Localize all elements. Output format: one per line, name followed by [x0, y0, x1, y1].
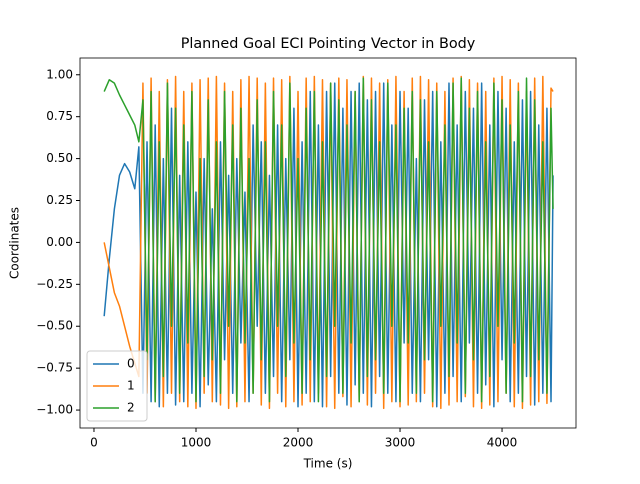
- y-tick-label: −0.25: [36, 277, 73, 291]
- x-axis-label: Time (s): [303, 457, 353, 471]
- y-tick-label: 0.00: [46, 235, 73, 249]
- y-tick-label: −0.50: [36, 319, 73, 333]
- y-tick-label: −1.00: [36, 403, 73, 417]
- x-tick-label: 2000: [283, 436, 314, 450]
- y-tick-label: 0.25: [46, 193, 73, 207]
- axes-frame: [79, 57, 577, 429]
- y-tick-label: 0.75: [46, 109, 73, 123]
- x-tick-label: 0: [90, 436, 98, 450]
- x-tick-label: 3000: [385, 436, 416, 450]
- y-tick-label: 0.50: [46, 151, 73, 165]
- x-tick-label: 4000: [487, 436, 518, 450]
- y-tick-label: −0.75: [36, 361, 73, 375]
- series-line: [103, 77, 554, 403]
- legend-label: 2: [127, 401, 135, 415]
- y-tick-label: 1.00: [46, 67, 73, 81]
- y-axis-label: Coordinates: [8, 207, 22, 279]
- x-tick-label: 1000: [181, 436, 212, 450]
- legend-label: 0: [127, 357, 135, 371]
- chart-title: Planned Goal ECI Pointing Vector in Body: [181, 36, 476, 52]
- legend-label: 1: [127, 379, 135, 393]
